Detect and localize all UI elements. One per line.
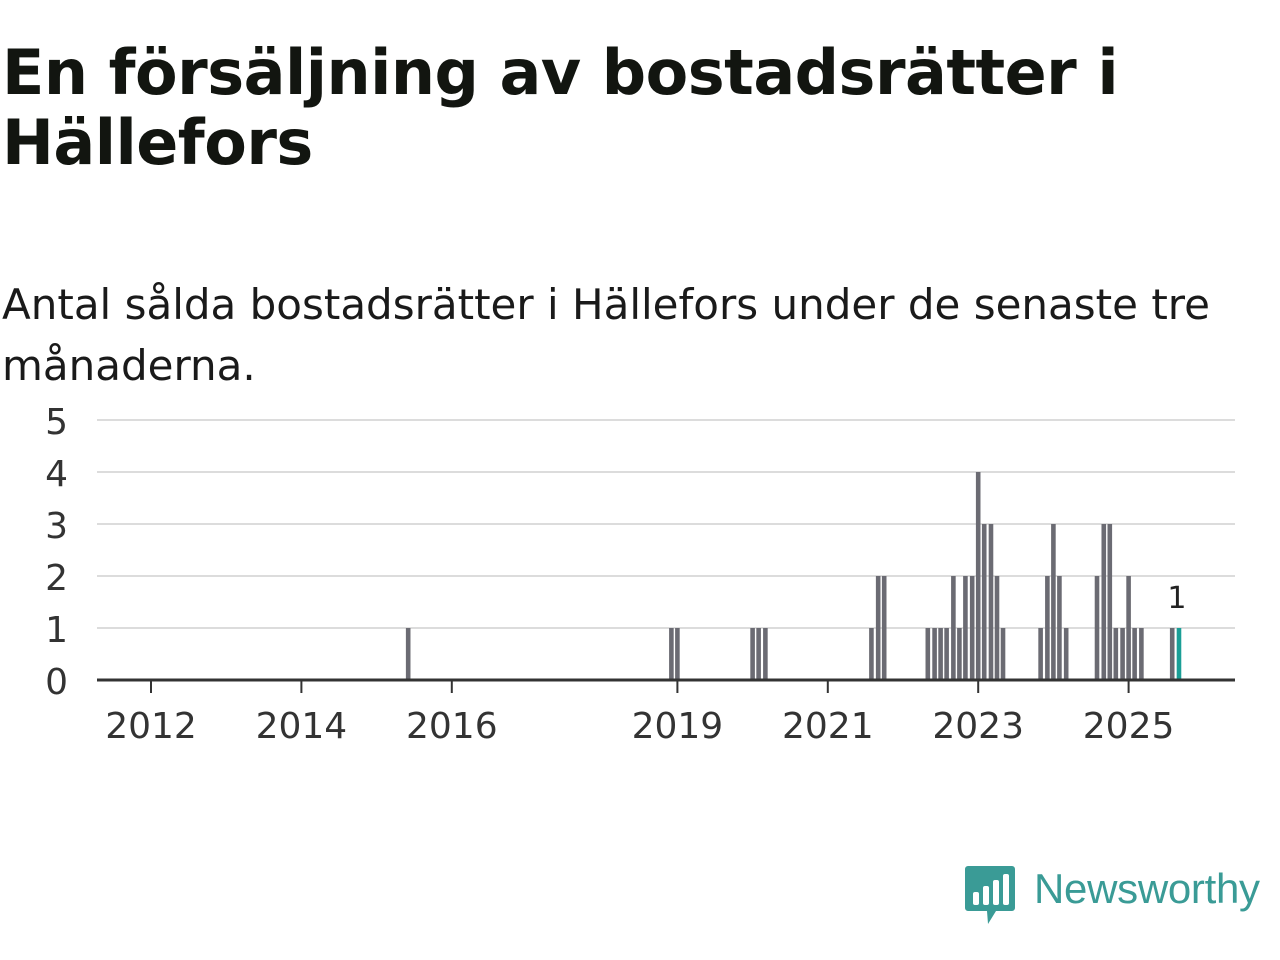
y-tick-label: 2 <box>45 558 68 599</box>
x-tick-label: 2025 <box>1083 706 1175 747</box>
chart-title: En försäljning av bostadsrätter i Hällef… <box>2 36 1119 179</box>
bar <box>1126 576 1131 680</box>
bar <box>1113 628 1119 680</box>
bar <box>975 472 981 680</box>
x-tick-label: 2014 <box>256 706 348 747</box>
bar <box>1120 628 1125 680</box>
x-tick-label: 2016 <box>406 706 498 747</box>
bar <box>750 628 755 680</box>
bar <box>675 628 680 680</box>
bar <box>938 628 943 680</box>
data-label: 1 <box>1167 581 1186 616</box>
y-tick-label: 4 <box>45 454 68 495</box>
bar <box>925 628 931 680</box>
bar <box>944 628 949 680</box>
bar <box>988 524 994 680</box>
gridlines <box>97 419 1235 629</box>
bar <box>669 628 674 680</box>
chart-subtitle: Antal sålda bostadsrätter i Hällefors un… <box>2 280 1210 390</box>
bar <box>1038 628 1043 680</box>
bar <box>875 576 881 680</box>
bar <box>1000 628 1006 680</box>
y-tick-label: 5 <box>45 402 68 443</box>
bar <box>1101 524 1107 680</box>
bar <box>932 628 937 680</box>
bar <box>1045 576 1050 680</box>
newsworthy-logo-text: Newsworthy <box>1034 865 1260 912</box>
newsworthy-logo-icon <box>965 866 1015 924</box>
bar <box>969 576 975 680</box>
bar <box>951 576 956 680</box>
bar-chart: 0 1 2 3 4 5 2012 2014 2016 2019 2021 2023 2025 1 <box>45 402 1235 747</box>
x-tick-label: 2019 <box>632 706 724 747</box>
bar-latest <box>1176 628 1182 680</box>
bar <box>981 524 987 680</box>
bar <box>881 576 887 680</box>
bar <box>869 628 874 680</box>
x-tick-label: 2023 <box>932 706 1024 747</box>
bar <box>1057 576 1062 680</box>
x-tick-label: 2012 <box>105 706 197 747</box>
bar <box>763 628 768 680</box>
y-tick-label: 1 <box>45 610 68 651</box>
y-tick-label: 0 <box>45 662 68 703</box>
bar <box>1169 628 1175 680</box>
bar <box>405 628 411 680</box>
bars <box>405 472 1182 680</box>
bar <box>1094 576 1100 680</box>
newsworthy-logo: Newsworthy <box>964 864 1260 926</box>
bar <box>756 628 761 680</box>
y-axis-ticks: 0 1 2 3 4 5 <box>45 402 68 703</box>
x-axis-ticks: 2012 2014 2016 2019 2021 2023 2025 <box>105 680 1174 747</box>
x-tick-label: 2021 <box>782 706 874 747</box>
bar <box>1132 628 1137 680</box>
bar <box>1107 524 1113 680</box>
data-labels: 1 <box>1167 581 1186 616</box>
bar <box>957 628 962 680</box>
bar <box>1051 524 1056 680</box>
bar <box>963 576 968 680</box>
bar <box>1139 628 1144 680</box>
bar <box>994 576 1000 680</box>
y-tick-label: 3 <box>45 506 68 547</box>
bar <box>1063 628 1069 680</box>
